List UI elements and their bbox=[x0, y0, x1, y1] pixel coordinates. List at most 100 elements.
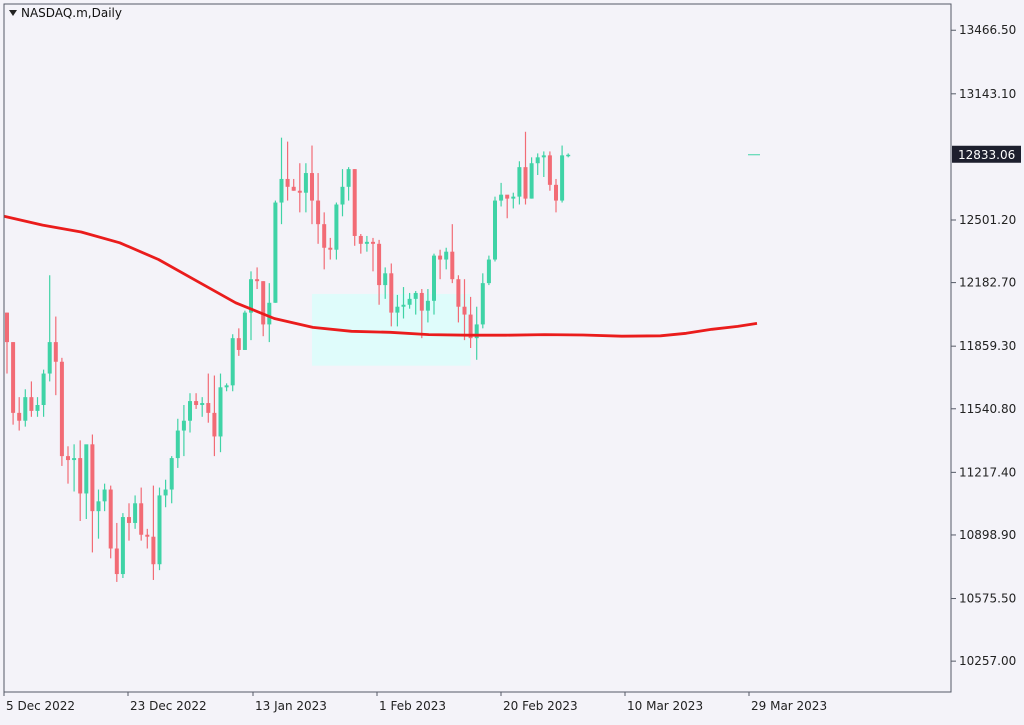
candle-body bbox=[316, 200, 321, 225]
candle bbox=[407, 292, 412, 309]
candle-body bbox=[358, 235, 363, 244]
candle bbox=[316, 173, 321, 244]
time-axis[interactable]: 5 Dec 2022 23 Dec 2022 13 Jan 2023 1 Feb 20… bbox=[3, 692, 827, 713]
candle bbox=[560, 145, 565, 203]
candle bbox=[108, 485, 113, 559]
candle bbox=[383, 267, 388, 299]
candle bbox=[181, 405, 186, 457]
candle bbox=[29, 381, 34, 417]
candle bbox=[462, 279, 467, 341]
candle bbox=[90, 434, 95, 553]
candle bbox=[5, 312, 9, 374]
candle bbox=[529, 157, 534, 199]
candle bbox=[377, 239, 382, 305]
candle bbox=[212, 375, 217, 457]
candle bbox=[371, 237, 375, 272]
candle-body bbox=[230, 338, 235, 386]
candle-body bbox=[493, 200, 497, 260]
candle-body bbox=[529, 163, 534, 199]
candle bbox=[41, 369, 46, 417]
candle-body bbox=[517, 167, 522, 197]
price-axis[interactable]: 13466.50 13143.10 12833.06 12501.20 12182.70… bbox=[748, 23, 1021, 668]
candle bbox=[114, 522, 119, 582]
plot-frame bbox=[3, 3, 952, 693]
candle bbox=[541, 151, 546, 177]
candle bbox=[297, 163, 302, 213]
candle bbox=[505, 194, 510, 219]
candle bbox=[96, 489, 101, 539]
candle bbox=[285, 141, 290, 201]
candle-body bbox=[395, 306, 400, 313]
candle-body bbox=[41, 373, 46, 406]
candle bbox=[480, 273, 485, 329]
candle bbox=[78, 440, 83, 521]
candle bbox=[517, 161, 522, 205]
time-tick-label: 1 Feb 2023 bbox=[379, 699, 446, 713]
candle-body bbox=[236, 338, 241, 350]
candle bbox=[72, 444, 77, 492]
candle-body bbox=[181, 420, 186, 431]
candle bbox=[267, 283, 272, 343]
candle bbox=[188, 393, 192, 433]
candle-body bbox=[145, 534, 150, 537]
candle-body bbox=[72, 458, 77, 461]
candle bbox=[35, 397, 40, 417]
candle bbox=[486, 255, 491, 286]
candle-body bbox=[255, 279, 260, 282]
candle bbox=[151, 485, 156, 580]
time-tick-label: 5 Dec 2022 bbox=[6, 699, 75, 713]
price-tick-label: 11217.40 bbox=[959, 465, 1016, 479]
candle-body bbox=[340, 186, 345, 205]
price-tick-label: 12182.70 bbox=[959, 276, 1016, 290]
candle-body bbox=[438, 255, 443, 260]
candle-body bbox=[334, 204, 339, 250]
candle bbox=[291, 178, 296, 191]
candle bbox=[175, 418, 180, 468]
price-tick-label: 10257.00 bbox=[959, 654, 1016, 668]
candle bbox=[499, 182, 504, 207]
candle-body bbox=[188, 401, 192, 421]
candle bbox=[413, 290, 418, 315]
candle bbox=[279, 137, 284, 225]
candle bbox=[468, 296, 473, 348]
candle-body bbox=[17, 412, 22, 421]
candle-body bbox=[108, 489, 113, 549]
candle-body bbox=[462, 306, 467, 315]
time-tick-label: 23 Dec 2022 bbox=[130, 699, 207, 713]
candle-body bbox=[444, 251, 449, 260]
candle-body bbox=[425, 300, 430, 311]
candle bbox=[47, 275, 52, 382]
candle-body bbox=[285, 178, 290, 187]
price-tick-label: 11859.30 bbox=[959, 339, 1016, 353]
candle-body bbox=[474, 324, 479, 339]
candle bbox=[249, 271, 253, 341]
collapse-triangle-icon[interactable] bbox=[9, 10, 17, 16]
candle bbox=[139, 487, 144, 541]
candle-body bbox=[523, 167, 528, 199]
candle-body bbox=[328, 247, 333, 250]
candle-body bbox=[486, 259, 491, 284]
candle-body bbox=[194, 401, 199, 406]
candle bbox=[511, 192, 516, 209]
candle-body bbox=[139, 503, 144, 535]
candle bbox=[224, 383, 229, 392]
candle bbox=[145, 528, 150, 549]
candle bbox=[261, 281, 266, 337]
candle-body bbox=[389, 273, 394, 313]
candle bbox=[218, 373, 223, 453]
candle-body bbox=[78, 458, 83, 494]
candle bbox=[200, 397, 205, 417]
candle-body bbox=[297, 190, 302, 193]
candle-body bbox=[249, 279, 253, 313]
candle bbox=[17, 397, 22, 431]
candle-body bbox=[499, 194, 504, 201]
candles-layer bbox=[5, 131, 571, 582]
current-price-label: 12833.06 bbox=[958, 148, 1015, 162]
candle-body bbox=[566, 154, 571, 157]
candle bbox=[535, 153, 540, 176]
candle-body bbox=[206, 403, 211, 413]
candle bbox=[206, 373, 211, 423]
candle-body bbox=[377, 243, 382, 286]
